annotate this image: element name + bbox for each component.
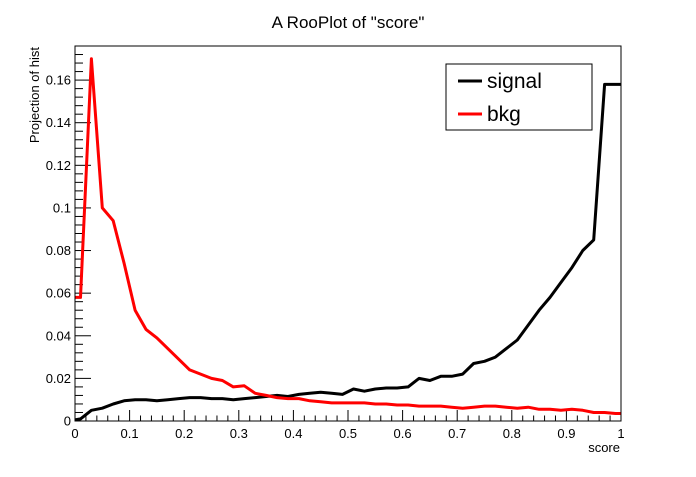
y-tick-label: 0.12: [46, 158, 71, 173]
x-tick-label: 0.7: [448, 426, 466, 441]
x-tick-label: 0.6: [394, 426, 412, 441]
y-tick-label: 0.06: [46, 286, 71, 301]
y-tick-label: 0.04: [46, 328, 71, 343]
x-tick-label: 0.9: [557, 426, 575, 441]
y-tick-label: 0.08: [46, 243, 71, 258]
plot-frame: [74, 45, 622, 422]
x-tick-label: 0.5: [339, 426, 357, 441]
series-layer: [74, 57, 621, 422]
chart-title: A RooPlot of "score": [272, 13, 425, 32]
y-tick-label: 0.14: [46, 115, 71, 130]
y-axis-label: Projection of hist: [27, 47, 42, 143]
x-tick-label: 0.3: [230, 426, 248, 441]
legend-label-bkg: bkg: [487, 103, 521, 126]
x-axis-label: score: [588, 440, 620, 455]
legend-box: [445, 63, 593, 131]
y-tick-label: 0.02: [46, 371, 71, 386]
y-tick-label: 0.16: [46, 73, 71, 88]
x-tick-label: 0.8: [503, 426, 521, 441]
y-tick-label: 0.1: [53, 200, 71, 215]
x-tick-label: 0.4: [284, 426, 302, 441]
axes: 0 0.1 0.2 0.3 0.4 0.5 0.6 0.7 0.8 0.9 1 0 0.02 0.04 0.…: [46, 45, 625, 441]
x-tick-label: 1: [617, 426, 624, 441]
x-tick-label: 0: [71, 426, 78, 441]
x-tick-label: 0.2: [175, 426, 193, 441]
y-tick-label: 0: [64, 414, 71, 429]
x-tick-label: 0.1: [121, 426, 139, 441]
legend: signal bkg: [445, 63, 593, 131]
series-line-signal: [74, 82, 621, 422]
series-line-bkg: [75, 57, 621, 415]
legend-label-signal: signal: [487, 70, 542, 93]
